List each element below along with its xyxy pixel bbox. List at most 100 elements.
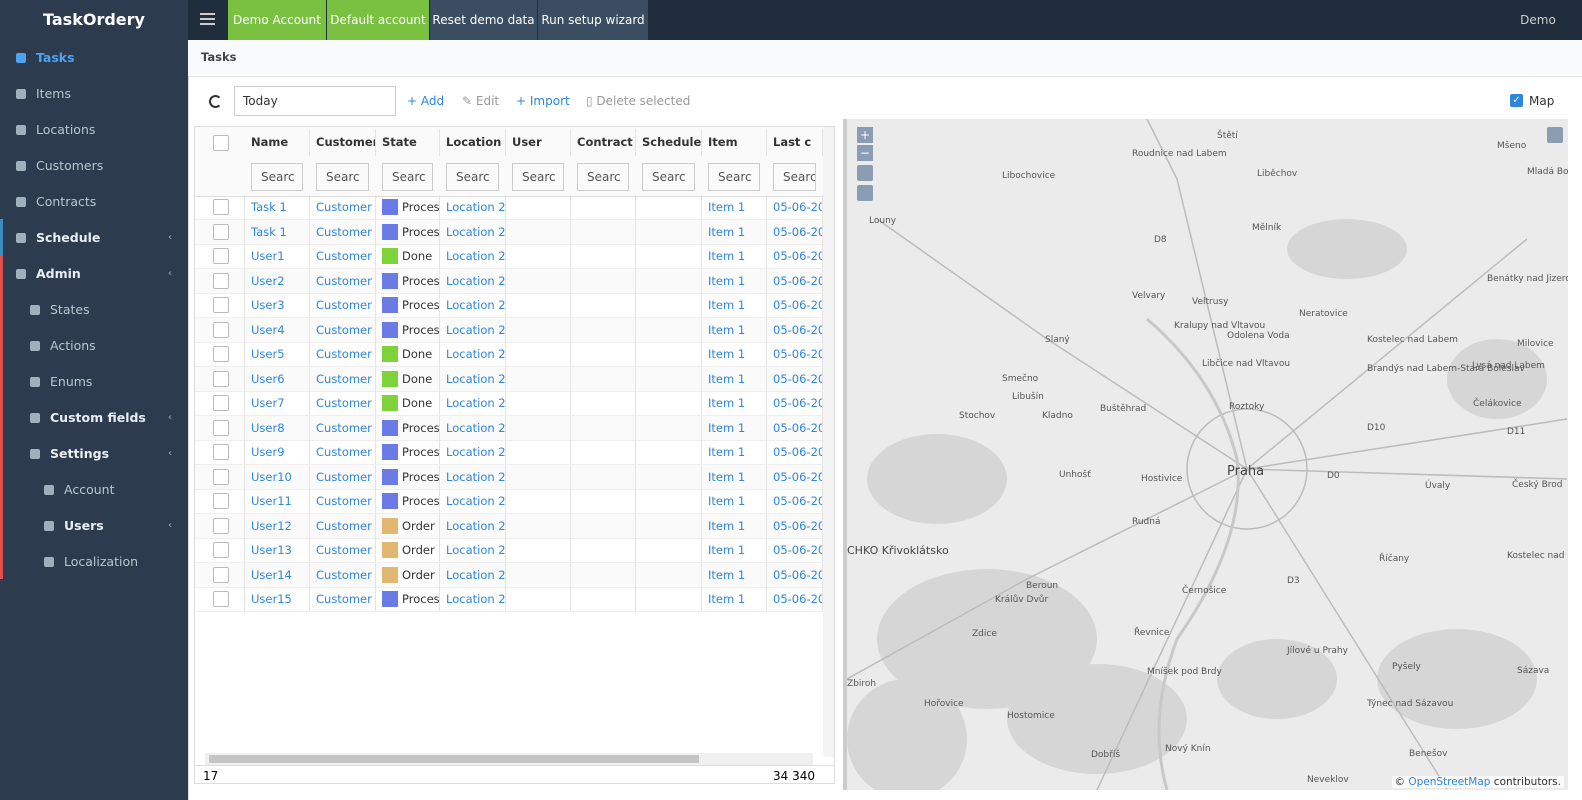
delete-button[interactable]: ▯ Delete selected	[586, 94, 691, 108]
cell[interactable]: 05-06-202	[767, 464, 823, 489]
row-checkbox[interactable]	[213, 297, 229, 313]
cell[interactable]: Customer	[310, 342, 376, 366]
row-checkbox[interactable]	[213, 419, 229, 436]
grid-row[interactable]: User6 Customer Done Location 2 Item 1 05-06-2…	[195, 366, 823, 392]
grid-row[interactable]: User10 Customer Proces Location 2 Item 1 05-0…	[195, 464, 823, 490]
cell[interactable]: Item 1	[702, 489, 767, 513]
edit-button[interactable]: ✎ Edit	[462, 94, 500, 108]
cell[interactable]: Customer	[310, 317, 376, 342]
cell[interactable]: 05-06-202	[767, 562, 823, 587]
menu-item[interactable]: Contracts	[0, 184, 188, 220]
grid-row[interactable]: User4 Customer Proces Location 2 Item 1 05-06…	[195, 317, 823, 343]
menu-item[interactable]: Settings ‹	[0, 436, 188, 472]
map-toggle-label[interactable]: Map	[1529, 94, 1555, 108]
menu-item[interactable]: Users ‹	[0, 508, 188, 544]
fullscreen-button[interactable]	[1547, 127, 1563, 143]
cell[interactable]: User1	[245, 244, 310, 268]
cell[interactable]: Location 2	[440, 587, 506, 611]
cell[interactable]: Customer	[310, 195, 376, 219]
row-checkbox[interactable]	[213, 493, 229, 509]
menu-item[interactable]: States	[0, 292, 188, 328]
cell[interactable]: Item 1	[702, 440, 767, 464]
cell[interactable]: Item 1	[702, 513, 767, 538]
row-checkbox[interactable]	[213, 321, 229, 338]
cell[interactable]: Location 2	[440, 538, 506, 562]
cell[interactable]: Customer	[310, 562, 376, 587]
menu-item[interactable]: Admin ‹	[0, 256, 188, 292]
column-search[interactable]: Searc	[642, 163, 695, 191]
breadcrumb[interactable]: Tasks	[201, 50, 237, 64]
cell[interactable]: 05-06-202	[767, 244, 823, 268]
column-search[interactable]: Searc	[251, 163, 303, 191]
locate-button[interactable]	[857, 165, 873, 181]
column-search[interactable]: Searc	[577, 163, 629, 191]
column-search[interactable]: Searc	[446, 163, 499, 191]
column-header[interactable]: Location	[440, 129, 506, 156]
menu-item[interactable]: Customers	[0, 148, 188, 184]
column-header[interactable]: Schedule	[636, 129, 702, 156]
cell[interactable]: Location 2	[440, 268, 506, 293]
cell[interactable]: User13	[245, 538, 310, 562]
cell[interactable]: 05-06-202	[767, 415, 823, 440]
cell[interactable]: User4	[245, 317, 310, 342]
h-scrollbar[interactable]	[205, 753, 813, 765]
cell[interactable]: User7	[245, 391, 310, 415]
cell[interactable]: Customer	[310, 415, 376, 440]
column-search[interactable]: Searc	[708, 163, 760, 191]
row-checkbox[interactable]	[213, 591, 229, 607]
cell[interactable]: Item 1	[702, 244, 767, 268]
cell[interactable]: Item 1	[702, 219, 767, 244]
cell[interactable]: 05-06-202	[767, 268, 823, 293]
cell[interactable]: User15	[245, 587, 310, 611]
row-checkbox[interactable]	[213, 248, 229, 264]
cell[interactable]: Customer	[310, 268, 376, 293]
row-checkbox[interactable]	[213, 566, 229, 583]
menu-toggle[interactable]	[200, 13, 215, 15]
cell[interactable]: Location 2	[440, 293, 506, 317]
cell[interactable]: Item 1	[702, 538, 767, 562]
grid-row[interactable]: User9 Customer Proces Location 2 Item 1 05-06…	[195, 440, 823, 465]
cell[interactable]: 05-06-202	[767, 391, 823, 415]
cell[interactable]: 05-06-202	[767, 219, 823, 244]
menu-item[interactable]: Custom fields ‹	[0, 400, 188, 436]
column-search[interactable]: Searc	[512, 163, 564, 191]
row-checkbox[interactable]	[213, 444, 229, 460]
cell[interactable]: Customer	[310, 538, 376, 562]
cell[interactable]: Customer	[310, 391, 376, 415]
menu-item[interactable]: Account	[0, 472, 188, 508]
cell[interactable]: Location 2	[440, 244, 506, 268]
topbar-button[interactable]: Default account	[327, 0, 429, 40]
column-header[interactable]: Customer	[310, 129, 376, 156]
cell[interactable]: User3	[245, 293, 310, 317]
user-menu[interactable]: Demo	[1520, 13, 1556, 27]
add-button[interactable]: + Add	[407, 94, 445, 108]
menu-item[interactable]: Schedule ‹	[0, 220, 188, 256]
cell[interactable]: Customer	[310, 244, 376, 268]
menu-item[interactable]: Locations	[0, 112, 188, 148]
grid-row[interactable]: User15 Customer Proces Location 2 Item 1 05-0…	[195, 587, 823, 612]
attribution-link[interactable]: OpenStreetMap	[1408, 776, 1491, 788]
cell[interactable]: Location 2	[440, 489, 506, 513]
cell[interactable]: Location 2	[440, 366, 506, 391]
cell[interactable]: Customer	[310, 440, 376, 464]
cell[interactable]: 05-06-202	[767, 513, 823, 538]
column-header[interactable]: Last c	[767, 129, 823, 156]
grid-row[interactable]: User14 Customer Order Location 2 Item 1 05-06…	[195, 562, 823, 588]
cell[interactable]: User12	[245, 513, 310, 538]
column-header[interactable]: Name	[245, 129, 310, 156]
cell[interactable]: Location 2	[440, 195, 506, 219]
h-scroll-thumb[interactable]	[209, 755, 699, 763]
cell[interactable]: Item 1	[702, 293, 767, 317]
grid-row[interactable]: User13 Customer Order Location 2 Item 1 05-06…	[195, 538, 823, 563]
grid-row[interactable]: User11 Customer Proces Location 2 Item 1 05-0…	[195, 489, 823, 514]
column-header[interactable]: Item	[702, 129, 767, 156]
row-checkbox[interactable]	[213, 223, 229, 240]
grid-row[interactable]: User5 Customer Done Location 2 Item 1 05-06-2…	[195, 342, 823, 367]
cell[interactable]: User14	[245, 562, 310, 587]
row-checkbox[interactable]	[213, 272, 229, 289]
menu-item[interactable]: Localization	[0, 544, 188, 580]
row-checkbox[interactable]	[213, 395, 229, 411]
cell[interactable]: 05-06-202	[767, 195, 823, 219]
cell[interactable]: User8	[245, 415, 310, 440]
cell[interactable]: Customer	[310, 293, 376, 317]
